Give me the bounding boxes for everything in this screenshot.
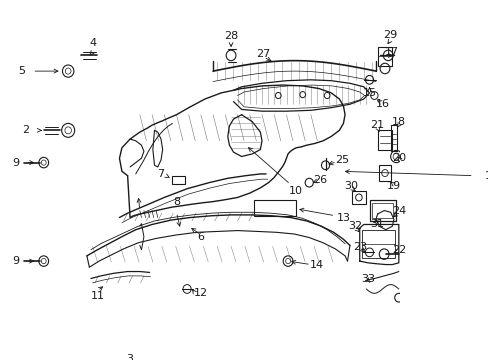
Text: 9: 9 [13,256,20,266]
Text: 11: 11 [90,291,104,301]
Text: 13: 13 [336,212,350,222]
Bar [379,165,390,181]
Text: 31: 31 [370,219,384,229]
Text: 1: 1 [484,171,488,181]
Text: 19: 19 [386,181,400,191]
Text: 32: 32 [348,221,362,231]
Text: 26: 26 [313,175,327,185]
Text: 7: 7 [156,169,163,179]
Text: 23: 23 [352,242,366,252]
Text: 4: 4 [89,38,96,48]
Text: 18: 18 [391,117,405,127]
Text: 30: 30 [344,181,358,191]
Text: 28: 28 [224,31,238,41]
Text: 3: 3 [126,354,133,360]
Text: 6: 6 [197,232,204,242]
Text: 33: 33 [360,274,374,284]
Text: 8: 8 [173,197,180,207]
Bar [390,125,396,151]
Bar [351,192,366,203]
Text: 12: 12 [193,288,207,298]
Text: 21: 21 [370,120,384,130]
Text: 2: 2 [22,125,29,135]
Text: 9: 9 [13,158,20,168]
Bar [377,130,391,149]
Bar [172,176,184,184]
Text: 22: 22 [391,245,405,255]
Bar [253,200,296,216]
Bar [362,230,394,258]
Text: 25: 25 [334,155,348,165]
Text: 15: 15 [362,88,376,98]
Text: 10: 10 [288,186,303,196]
Bar [369,200,395,221]
Text: 29: 29 [383,30,397,40]
Bar [371,203,392,219]
Text: 27: 27 [256,49,270,59]
Text: 16: 16 [375,99,389,109]
Bar [377,47,391,66]
Text: 17: 17 [385,47,399,57]
Text: 14: 14 [310,260,324,270]
Text: 24: 24 [391,206,405,216]
Text: 5: 5 [18,66,25,76]
Text: 20: 20 [391,153,405,163]
